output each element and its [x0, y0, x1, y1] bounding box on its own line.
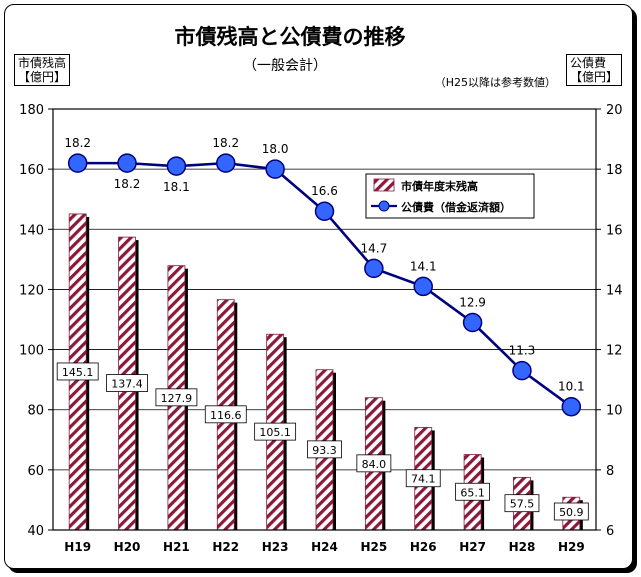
line-marker	[561, 396, 582, 417]
bar-value-label: 127.9	[161, 392, 193, 405]
line-value-label: 16.6	[311, 184, 338, 198]
x-tick-label: H25	[360, 540, 387, 554]
right-tick-label: 6	[606, 524, 614, 539]
bar-value-label: 145.1	[62, 366, 94, 379]
right-tick-label: 8	[606, 464, 614, 479]
left-tick-label: 60	[27, 464, 44, 479]
chart-subtitle: （一般会計）	[243, 58, 327, 74]
line-marker	[117, 153, 137, 173]
bar-value-label: 50.9	[559, 506, 584, 519]
left-unit-line2: 【億円】	[18, 70, 67, 84]
legend-line-marker	[378, 200, 390, 212]
line-marker	[413, 276, 433, 297]
line-value-label: 18.2	[64, 136, 91, 150]
right-tick-label: 12	[606, 344, 623, 359]
line-value-label: 11.3	[509, 344, 536, 358]
bar-value-label: 93.3	[312, 444, 337, 457]
left-tick-label: 140	[19, 223, 44, 238]
bar-value-box	[455, 482, 490, 501]
bar-value-label: 74.1	[411, 473, 436, 486]
line-marker	[364, 258, 384, 279]
line-marker	[265, 159, 285, 179]
x-tick-label: H27	[459, 540, 486, 554]
chart-note: （H25以降は参考数値）	[435, 75, 556, 89]
legend-bar-swatch	[373, 178, 395, 192]
legend-line-label: 公債費（借金返済額）	[401, 200, 511, 214]
left-unit-box: 市債残高 【億円】	[14, 54, 71, 86]
bar-value-label: 105.1	[259, 426, 291, 439]
x-tick-label: H26	[410, 540, 437, 554]
right-unit-line2: 【億円】	[570, 70, 619, 84]
line-marker	[67, 153, 88, 173]
x-tick-label: H24	[311, 540, 338, 554]
line-value-label: 18.0	[262, 142, 289, 156]
right-tick-label: 20	[606, 103, 623, 118]
x-tick-label: H23	[262, 540, 289, 554]
line-value-label: 18.2	[212, 136, 239, 150]
line-value-label: 10.1	[558, 380, 585, 394]
axes-layer: 40 60 80 100 120 140 160 180 6 8 10 12 14 16 18 20 H19 H2…	[19, 103, 622, 554]
bar-value-label: 84.0	[362, 458, 387, 471]
line-marker	[166, 156, 187, 176]
bar-value-box	[106, 374, 148, 392]
right-tick-label: 18	[606, 163, 623, 178]
x-tick-label: H20	[114, 540, 141, 554]
bar-value-label: 137.4	[111, 378, 143, 391]
bar-value-box	[204, 405, 247, 424]
left-tick-label: 80	[27, 404, 44, 419]
line-marker	[512, 360, 532, 381]
right-tick-label: 14	[606, 283, 623, 298]
line-value-label: 14.1	[410, 259, 437, 273]
left-tick-label: 40	[27, 524, 44, 539]
left-unit-line1: 市債残高	[18, 56, 67, 70]
line-layer: 18.2 18.2 18.1 18.2 18.0 16.6 14.7 14.1 12.9 11.3…	[64, 136, 585, 417]
left-tick-label: 120	[19, 283, 44, 298]
right-unit-line1: 公債費	[570, 56, 607, 70]
x-tick-label: H21	[163, 540, 190, 554]
bar-value-box	[356, 454, 392, 473]
chart-title: 市債残高と公債費の推移	[175, 25, 406, 49]
x-tick-label: H28	[509, 540, 536, 554]
line-value-label: 18.1	[163, 180, 190, 194]
legend-bar-label: 市債年度末残高	[401, 179, 478, 193]
bar-value-box	[553, 502, 589, 521]
line-marker	[216, 153, 236, 173]
bar-value-label: 57.5	[510, 498, 535, 511]
x-tick-label: H29	[558, 540, 585, 554]
x-tick-label: H19	[64, 540, 91, 554]
right-tick-label: 10	[606, 404, 623, 419]
bar-value-box	[155, 388, 198, 407]
bars-layer: 145.1 137.4 127.9 116.6 105.1 93.3 84.0 74.1 65.…	[56, 213, 589, 531]
plot-area	[52, 108, 597, 531]
bar-value-box	[56, 362, 99, 381]
line-value-label: 12.9	[459, 296, 486, 310]
left-tick-label: 160	[19, 163, 44, 178]
bar-value-box	[307, 440, 342, 459]
line-value-label: 14.7	[361, 241, 388, 255]
x-tick-label: H22	[212, 540, 239, 554]
right-tick-label: 16	[606, 223, 623, 238]
bar-value-label: 116.6	[210, 409, 242, 422]
right-unit-box: 公債費 【億円】	[566, 54, 623, 86]
line-marker	[314, 201, 335, 221]
left-tick-label: 100	[19, 344, 44, 359]
bar-value-box	[504, 494, 540, 513]
left-tick-label: 180	[19, 103, 44, 118]
line-marker	[462, 312, 483, 333]
bar-value-box	[254, 422, 297, 441]
bar-value-label: 65.1	[460, 486, 485, 499]
line-value-label: 18.2	[114, 177, 141, 191]
bar-value-box	[405, 469, 441, 488]
